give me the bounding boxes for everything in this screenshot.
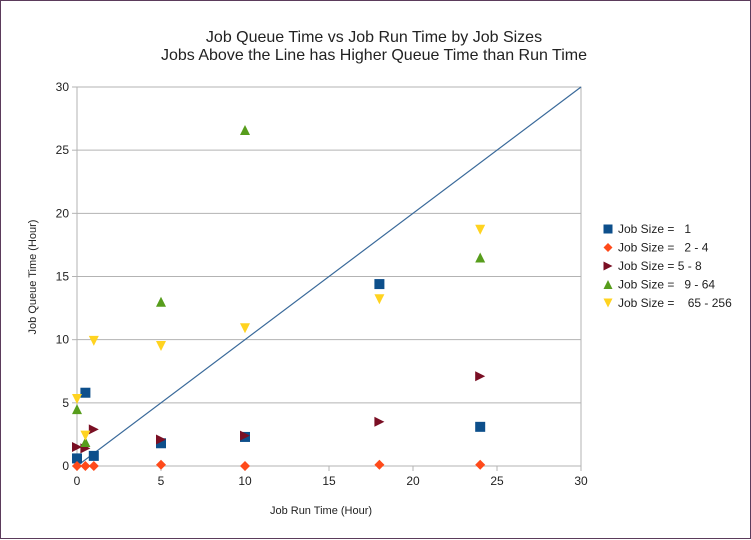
legend-label: Job Size = 65 - 256 <box>618 296 732 310</box>
data-point <box>80 461 91 471</box>
chart-title: Job Queue Time vs Job Run Time by Job Si… <box>206 29 542 46</box>
data-point <box>88 335 99 346</box>
data-point <box>72 461 82 471</box>
data-point <box>374 279 385 290</box>
legend-marker <box>603 280 613 289</box>
reference-line <box>76 86 582 467</box>
series-4 <box>72 124 486 447</box>
data-point <box>88 450 99 461</box>
legend-item-5: Job Size = 65 - 256 <box>603 296 732 310</box>
data-point <box>156 459 166 470</box>
data-point <box>88 424 99 435</box>
y-tick-label: 15 <box>56 270 70 284</box>
y-tick-label: 20 <box>56 206 70 220</box>
data-point <box>475 371 486 382</box>
data-point <box>72 442 82 453</box>
data-point <box>80 430 91 441</box>
x-axis-label: Job Run Time (Hour) <box>270 505 372 517</box>
y-tick-label: 10 <box>56 333 70 347</box>
data-point <box>80 436 91 447</box>
legend-item-4: Job Size = 9 - 64 <box>603 278 715 292</box>
data-point <box>374 294 385 305</box>
series-1 <box>72 279 486 464</box>
y-tick-label: 5 <box>62 396 69 410</box>
x-tick-label: 10 <box>238 474 252 488</box>
series-3 <box>72 371 486 454</box>
y-tick-label: 30 <box>56 80 70 94</box>
y-tick-label: 0 <box>62 459 69 473</box>
x-tick-label: 5 <box>158 474 165 488</box>
data-point <box>240 461 250 471</box>
legend-marker <box>603 224 613 234</box>
data-point <box>475 459 486 470</box>
legend-marker <box>603 243 613 252</box>
legend-label: Job Size = 1 <box>618 222 691 236</box>
data-point <box>240 124 250 135</box>
legend-label: Job Size = 5 - 8 <box>618 259 702 273</box>
legend-item-3: Job Size = 5 - 8 <box>603 259 702 273</box>
data-point <box>72 394 82 405</box>
data-point <box>72 404 82 415</box>
series-5 <box>72 224 486 441</box>
legend-label: Job Size = 9 - 64 <box>618 278 715 292</box>
data-point <box>156 438 166 449</box>
data-point <box>80 387 91 398</box>
data-point <box>240 323 250 334</box>
data-point <box>374 459 385 470</box>
legend-marker <box>603 261 613 271</box>
legend-marker <box>603 298 613 308</box>
chart-subtitle: Jobs Above the Line has Higher Queue Tim… <box>161 47 587 64</box>
legend-item-1: Job Size = 1 <box>603 222 691 236</box>
x-tick-label: 20 <box>406 474 420 488</box>
data-point <box>475 224 486 235</box>
data-point <box>156 296 166 307</box>
plot-area: 0 5 10 15 20 25 30 0 5 10 15 20 25 30 <box>56 80 588 488</box>
legend: Job Size = 1 Job Size = 2 - 4 Job Size = 5… <box>603 222 732 310</box>
data-point <box>240 430 250 441</box>
data-point <box>475 252 486 263</box>
x-tick-label: 30 <box>574 474 588 488</box>
x-tick-label: 15 <box>322 474 336 488</box>
y-tick-label: 25 <box>56 143 70 157</box>
data-point <box>156 434 166 445</box>
data-point <box>156 340 166 351</box>
data-point <box>88 461 99 471</box>
data-point <box>374 416 385 427</box>
data-point <box>475 421 486 432</box>
x-tick-label: 0 <box>74 474 81 488</box>
data-point <box>72 453 82 464</box>
legend-label: Job Size = 2 - 4 <box>618 241 709 255</box>
x-tick-label: 25 <box>490 474 504 488</box>
series-2 <box>72 459 486 471</box>
y-axis-label: Job Queue Time (Hour) <box>27 220 39 335</box>
legend-item-2: Job Size = 2 - 4 <box>603 241 709 255</box>
